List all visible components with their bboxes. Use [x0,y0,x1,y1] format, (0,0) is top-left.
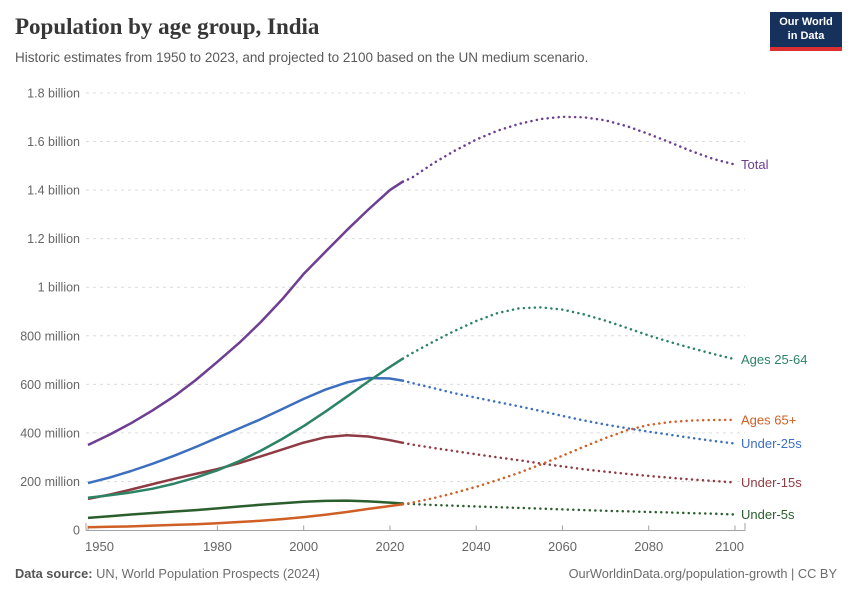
y-axis-label-800-million: 800 million [20,329,80,343]
y-axis-label-1-8-billion: 1.8 billion [27,87,80,101]
x-axis-label-2080: 2080 [634,539,663,554]
data-source-label: Data source: [15,566,93,581]
series-line-ages-25-64-projection[interactable] [401,306,737,361]
y-axis-label-400-million: 400 million [20,426,80,440]
x-axis-label-2060: 2060 [548,539,577,554]
series-label-under-25s[interactable]: Under-25s [741,436,802,451]
series-line-under-15s-projection[interactable] [401,441,737,484]
y-axis-label-0: 0 [73,524,80,538]
series-line-total-historic[interactable] [87,180,404,447]
y-axis-label-1-billion: 1 billion [38,281,80,295]
x-axis-label-2020: 2020 [375,539,404,554]
x-axis-label-1950: 1950 [85,539,114,554]
series-line-under-5s-projection[interactable] [401,502,737,516]
y-axis-label-600-million: 600 million [20,378,80,392]
x-axis-label-1980: 1980 [203,539,232,554]
series-label-ages-25-64[interactable]: Ages 25-64 [741,352,808,367]
y-axis-label-200-million: 200 million [20,475,80,489]
page-title: Population by age group, India [15,14,320,39]
series-line-under-15s-historic[interactable] [87,434,404,501]
owid-logo-line2: in Data [787,29,825,42]
series-line-total-projection[interactable] [401,115,737,183]
x-axis-label-2100: 2100 [715,539,744,554]
series-line-under-5s-historic[interactable] [87,499,403,520]
series-line-under-25s-projection[interactable] [401,379,737,445]
owid-logo-line1: Our World [779,16,833,28]
series-label-ages-65[interactable]: Ages 65+ [741,412,796,427]
series-label-total[interactable]: Total [741,157,769,172]
chart-subtitle: Historic estimates from 1950 to 2023, an… [15,50,589,65]
series-line-ages-65-historic[interactable] [87,503,404,529]
owid-logo[interactable]: Our World in Data [770,12,842,51]
x-axis-label-2000: 2000 [289,539,318,554]
x-axis-label-2040: 2040 [462,539,491,554]
owid-link[interactable]: OurWorldinData.org/population-growth | C… [568,566,837,581]
series-line-under-25s-historic[interactable] [87,376,404,485]
y-axis-label-1-6-billion: 1.6 billion [27,135,80,149]
y-axis-label-1-4-billion: 1.4 billion [27,184,80,198]
series-label-under-5s[interactable]: Under-5s [741,507,795,522]
data-source-text: UN, World Population Prospects (2024) [92,566,320,581]
data-source-note: Data source: UN, World Population Prospe… [15,566,320,581]
series-line-ages-25-64-historic[interactable] [87,357,404,499]
series-label-under-15s[interactable]: Under-15s [741,475,802,490]
y-axis-label-1-2-billion: 1.2 billion [27,232,80,246]
